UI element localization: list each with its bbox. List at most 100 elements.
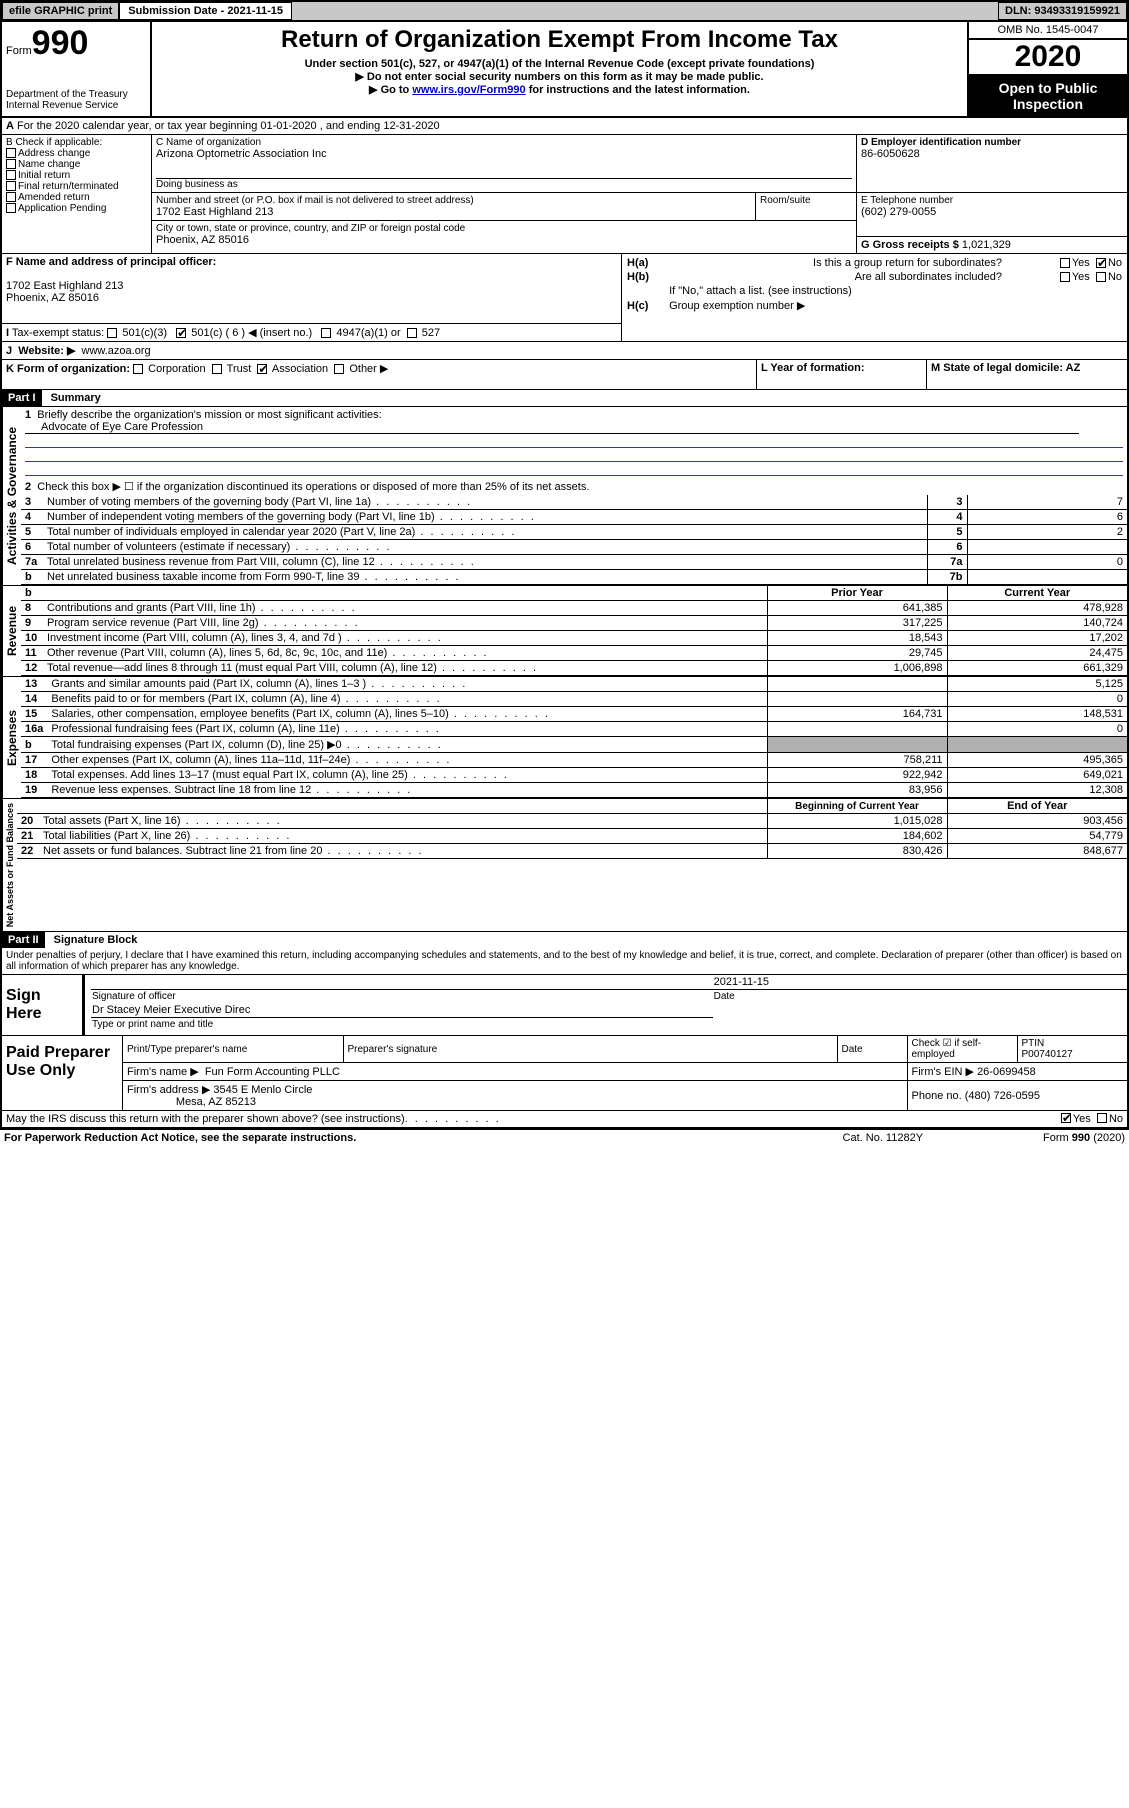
- chk-501c3[interactable]: [107, 328, 117, 338]
- form-title: Return of Organization Exempt From Incom…: [156, 26, 963, 54]
- firm-phone-label: Phone no.: [912, 1090, 962, 1102]
- line-21-prior: 184,602: [767, 829, 947, 844]
- line-11-text: Other revenue (Part VIII, column (A), li…: [43, 646, 767, 661]
- line-3-text: Number of voting members of the governin…: [43, 495, 927, 510]
- line-21-text: Total liabilities (Part X, line 26): [39, 829, 767, 844]
- line-7a-value: 0: [967, 555, 1127, 570]
- prep-sig-label: Preparer's signature: [343, 1036, 837, 1063]
- hb-no[interactable]: [1096, 272, 1106, 282]
- sig-officer-label: Signature of officer: [91, 990, 713, 1004]
- col-bcy: Beginning of Current Year: [767, 799, 947, 814]
- col-eoy: End of Year: [947, 799, 1127, 814]
- line-22-prior: 830,426: [767, 844, 947, 859]
- chk-501c[interactable]: [176, 328, 186, 338]
- net-assets-section: Net Assets or Fund Balances Beginning of…: [2, 798, 1127, 932]
- ha-label: Is this a group return for subordinates?: [668, 256, 1003, 270]
- mission-text: Advocate of Eye Care Profession: [41, 421, 203, 433]
- chk-final-return[interactable]: Final return/terminated: [6, 181, 147, 192]
- open-to-public: Open to Public Inspection: [969, 76, 1127, 116]
- discuss-yes[interactable]: [1061, 1113, 1071, 1123]
- line-18-current: 649,021: [947, 768, 1127, 783]
- officer-addr2: Phoenix, AZ 85016: [6, 292, 617, 304]
- chk-address-change[interactable]: Address change: [6, 148, 147, 159]
- sig-date-label: Date: [713, 990, 1127, 1004]
- line-19-prior: 83,956: [767, 783, 947, 798]
- line-22-current: 848,677: [947, 844, 1127, 859]
- omb-number: OMB No. 1545-0047: [969, 22, 1127, 40]
- klm-row: K Form of organization: Corporation Trus…: [2, 360, 1127, 390]
- l-label: L Year of formation:: [761, 362, 865, 374]
- chk-amended-return[interactable]: Amended return: [6, 192, 147, 203]
- line-6-text: Total number of volunteers (estimate if …: [43, 540, 927, 555]
- ein-value: 86-6050628: [861, 148, 1123, 160]
- chk-initial-return[interactable]: Initial return: [6, 170, 147, 181]
- line-9-current: 140,724: [947, 616, 1127, 631]
- instructions-link[interactable]: www.irs.gov/Form990: [412, 84, 525, 96]
- line-17-prior: 758,211: [767, 753, 947, 768]
- revenue-section: Revenue b Prior Year Current Year 8Contr…: [2, 585, 1127, 676]
- type-name-label: Type or print name and title: [91, 1018, 713, 1032]
- line-4-value: 6: [967, 510, 1127, 525]
- line-16a-text: Professional fundraising fees (Part IX, …: [47, 722, 767, 737]
- sign-here-block: Sign Here 2021-11-15 Signature of office…: [2, 975, 1127, 1036]
- line-b-text: Total fundraising expenses (Part IX, col…: [47, 737, 767, 753]
- line-9-prior: 317,225: [767, 616, 947, 631]
- q1-label: Briefly describe the organization's miss…: [37, 409, 381, 421]
- city-label: City or town, state or province, country…: [156, 223, 852, 234]
- col-current-year: Current Year: [947, 586, 1127, 601]
- firm-name: Fun Form Accounting PLLC: [205, 1066, 340, 1078]
- chk-other[interactable]: [334, 364, 344, 374]
- ptin-value: P00740127: [1022, 1049, 1073, 1060]
- line-14-prior: [767, 692, 947, 707]
- sig-date-value: 2021-11-15: [713, 975, 1127, 990]
- line-15-text: Salaries, other compensation, employee b…: [47, 707, 767, 722]
- subtitle-1: Under section 501(c), 527, or 4947(a)(1)…: [156, 58, 963, 70]
- line-11-current: 24,475: [947, 646, 1127, 661]
- line-19-current: 12,308: [947, 783, 1127, 798]
- discuss-no[interactable]: [1097, 1113, 1107, 1123]
- j-label: Website: ▶: [18, 345, 75, 357]
- topbar: efile GRAPHIC print Submission Date - 20…: [2, 2, 1127, 20]
- line-4-text: Number of independent voting members of …: [43, 510, 927, 525]
- line-9-text: Program service revenue (Part VIII, line…: [43, 616, 767, 631]
- subtitle-2: ▶ Do not enter social security numbers o…: [156, 70, 963, 83]
- irs-label: Internal Revenue Service: [6, 100, 146, 111]
- line-b-current: [947, 737, 1127, 753]
- line-18-text: Total expenses. Add lines 13–17 (must eq…: [47, 768, 767, 783]
- line-14-current: 0: [947, 692, 1127, 707]
- activities-governance: Activities & Governance 1 Briefly descri…: [2, 407, 1127, 585]
- chk-4947[interactable]: [321, 328, 331, 338]
- firm-addr-label: Firm's address ▶: [127, 1084, 210, 1096]
- chk-assoc[interactable]: [257, 364, 267, 374]
- firm-phone: (480) 726-0595: [965, 1090, 1040, 1102]
- discuss-row: May the IRS discuss this return with the…: [2, 1111, 1127, 1128]
- line-17-current: 495,365: [947, 753, 1127, 768]
- page-footer: For Paperwork Reduction Act Notice, see …: [0, 1130, 1129, 1146]
- chk-527[interactable]: [407, 328, 417, 338]
- chk-application-pending[interactable]: Application Pending: [6, 203, 147, 214]
- officer-name: Dr Stacey Meier Executive Direc: [91, 1003, 713, 1018]
- firm-ein: 26-0699458: [977, 1066, 1036, 1078]
- line-20-text: Total assets (Part X, line 16): [39, 814, 767, 829]
- hc-label: Group exemption number ▶: [668, 298, 1123, 313]
- line-b-value: [967, 570, 1127, 585]
- hb-yes[interactable]: [1060, 272, 1070, 282]
- chk-trust[interactable]: [212, 364, 222, 374]
- efile-label: efile GRAPHIC print: [2, 2, 119, 20]
- discuss-label: May the IRS discuss this return with the…: [6, 1113, 405, 1125]
- line-15-prior: 164,731: [767, 707, 947, 722]
- f-label: F Name and address of principal officer:: [6, 256, 617, 268]
- chk-corp[interactable]: [133, 364, 143, 374]
- part2-title: Signature Block: [48, 932, 144, 948]
- dba-label: Doing business as: [156, 179, 852, 190]
- form-footer: 990: [1072, 1132, 1090, 1144]
- self-employed-label: Check ☑ if self-employed: [912, 1038, 982, 1060]
- goto-post: for instructions and the latest informat…: [526, 84, 750, 96]
- line-17-text: Other expenses (Part IX, column (A), lin…: [47, 753, 767, 768]
- g-label: G Gross receipts $: [861, 239, 959, 251]
- line-8-prior: 641,385: [767, 601, 947, 616]
- ha-yes[interactable]: [1060, 258, 1070, 268]
- chk-name-change[interactable]: Name change: [6, 159, 147, 170]
- line-10-text: Investment income (Part VIII, column (A)…: [43, 631, 767, 646]
- ha-no[interactable]: [1096, 258, 1106, 268]
